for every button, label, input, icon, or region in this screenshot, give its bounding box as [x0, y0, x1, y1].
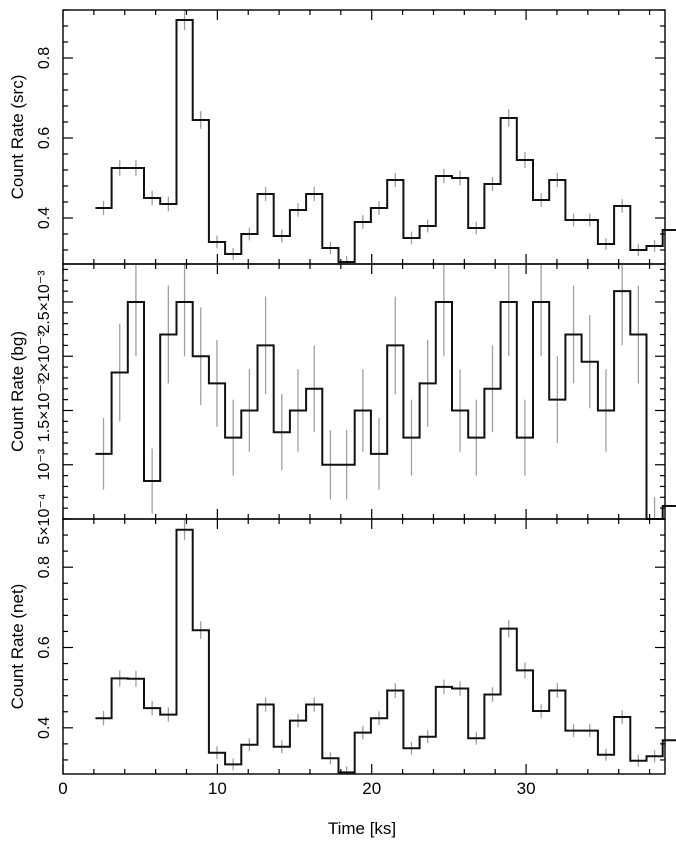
x-tick-label: 20 — [362, 779, 381, 798]
y-tick-label: 5×10⁻⁴ — [36, 493, 53, 544]
y-tick-label: 0.8 — [36, 47, 53, 69]
panel-frame — [62, 518, 666, 775]
step-line-3 — [95, 528, 676, 774]
y-tick-label: 0.6 — [36, 636, 53, 658]
y-tick-label: 2×10⁻³ — [36, 331, 53, 381]
x-axis-label: Time [ks] — [328, 819, 396, 838]
panel-2: 5×10⁻⁴ 10⁻³ 1.5×10⁻³2×10⁻³2.5×10⁻³ Count Ra… — [8, 263, 676, 545]
y-tick-label: 0.6 — [36, 127, 53, 149]
y-tick-label: 10⁻³ — [36, 448, 53, 480]
x-tick-label: 0 — [58, 779, 67, 798]
y-axis-label-1: Count Rate (src) — [8, 75, 27, 200]
panel-frame — [62, 9, 666, 265]
y-tick-label: 0.8 — [36, 556, 53, 578]
y-axis-label-2: Count Rate (bg) — [8, 331, 27, 452]
panel-1: 0.4 0.6 0.8 Count Rate (src) — [8, 9, 676, 265]
y-tick-label: 1.5×10⁻³ — [36, 378, 53, 442]
step-line-2 — [95, 290, 676, 520]
panel-3: 0.4 0.6 0.8 Count Rate (net) — [8, 518, 676, 775]
y-axis-label-3: Count Rate (net) — [8, 584, 27, 710]
y-tick-label: 2.5×10⁻³ — [36, 270, 53, 334]
x-tick-label: 10 — [208, 779, 227, 798]
y-tick-label: 0.4 — [36, 717, 53, 739]
step-line-1 — [95, 19, 676, 263]
x-tick-label: 30 — [517, 779, 536, 798]
panels: 0.4 0.6 0.8 Count Rate (src) 5×10⁻⁴ 10⁻³ 1.5×1… — [8, 9, 676, 798]
y-tick-label: 0.4 — [36, 207, 53, 229]
